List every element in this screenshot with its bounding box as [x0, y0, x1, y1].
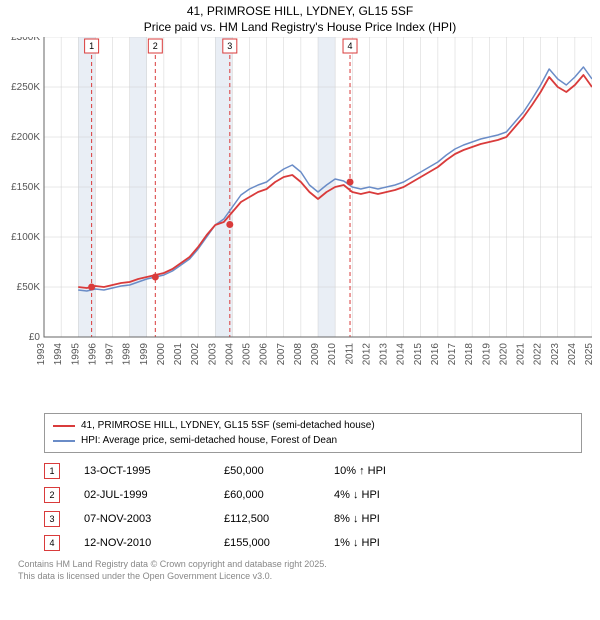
sale-marker: 3	[44, 511, 60, 527]
svg-text:1995: 1995	[70, 343, 81, 366]
sales-row: 3 07-NOV-2003£112,5008% ↓ HPI	[44, 507, 600, 531]
sale-delta: 10% ↑ HPI	[334, 465, 454, 477]
sale-date: 12-NOV-2010	[84, 537, 224, 549]
sales-row: 2 02-JUL-1999£60,0004% ↓ HPI	[44, 483, 600, 507]
svg-text:1993: 1993	[36, 343, 47, 366]
svg-text:3: 3	[227, 41, 232, 51]
svg-text:2003: 2003	[207, 343, 218, 366]
svg-text:2008: 2008	[293, 343, 304, 366]
svg-text:£200K: £200K	[11, 132, 40, 143]
footer-line-1: Contains HM Land Registry data © Crown c…	[18, 559, 592, 571]
svg-text:2009: 2009	[310, 343, 321, 366]
svg-text:1994: 1994	[53, 343, 64, 366]
page: 41, PRIMROSE HILL, LYDNEY, GL15 5SF Pric…	[0, 0, 600, 583]
legend-swatch	[53, 425, 75, 427]
sale-date: 02-JUL-1999	[84, 489, 224, 501]
svg-text:2017: 2017	[447, 343, 458, 366]
svg-text:2012: 2012	[361, 343, 372, 366]
svg-text:£250K: £250K	[11, 82, 40, 93]
svg-text:2023: 2023	[550, 343, 561, 366]
svg-text:£50K: £50K	[17, 282, 41, 293]
svg-text:2013: 2013	[379, 343, 390, 366]
sales-row: 4 12-NOV-2010£155,0001% ↓ HPI	[44, 531, 600, 555]
svg-text:£0: £0	[29, 332, 41, 343]
svg-text:2011: 2011	[344, 343, 355, 365]
svg-text:2: 2	[153, 41, 158, 51]
sale-price: £60,000	[224, 489, 334, 501]
title-line-2: Price paid vs. HM Land Registry's House …	[0, 20, 600, 36]
sales-table: 1 13-OCT-1995£50,00010% ↑ HPI 2 02-JUL-1999…	[44, 459, 600, 555]
svg-text:2022: 2022	[533, 343, 544, 366]
legend-swatch	[53, 440, 75, 442]
legend: 41, PRIMROSE HILL, LYDNEY, GL15 5SF (sem…	[44, 413, 582, 453]
svg-text:£300K: £300K	[11, 37, 40, 43]
svg-text:2007: 2007	[276, 343, 287, 366]
svg-text:1999: 1999	[139, 343, 150, 366]
sale-date: 07-NOV-2003	[84, 513, 224, 525]
svg-text:2025: 2025	[584, 343, 592, 366]
sale-marker: 1	[44, 463, 60, 479]
sale-delta: 8% ↓ HPI	[334, 513, 454, 525]
sale-price: £50,000	[224, 465, 334, 477]
svg-text:£150K: £150K	[11, 182, 40, 193]
footer: Contains HM Land Registry data © Crown c…	[18, 559, 592, 582]
sale-delta: 4% ↓ HPI	[334, 489, 454, 501]
svg-text:2016: 2016	[430, 343, 441, 366]
sale-marker: 2	[44, 487, 60, 503]
legend-item: HPI: Average price, semi-detached house,…	[53, 433, 573, 448]
sale-price: £155,000	[224, 537, 334, 549]
svg-text:1997: 1997	[105, 343, 116, 366]
chart: £0 £50K £100K £150K £200K £250K £300K 1993 1994 1…	[4, 37, 592, 407]
svg-text:2006: 2006	[259, 343, 270, 366]
svg-text:2019: 2019	[481, 343, 492, 366]
sale-delta: 1% ↓ HPI	[334, 537, 454, 549]
chart-svg: £0 £50K £100K £150K £200K £250K £300K 1993 1994 1…	[4, 37, 592, 407]
sale-date: 13-OCT-1995	[84, 465, 224, 477]
svg-text:2021: 2021	[516, 343, 527, 366]
svg-text:2000: 2000	[156, 343, 167, 366]
svg-text:2015: 2015	[413, 343, 424, 366]
svg-text:1998: 1998	[122, 343, 133, 366]
footer-line-2: This data is licensed under the Open Gov…	[18, 571, 592, 583]
svg-text:2002: 2002	[190, 343, 201, 366]
legend-label: 41, PRIMROSE HILL, LYDNEY, GL15 5SF (sem…	[81, 418, 375, 433]
svg-text:2001: 2001	[173, 343, 184, 366]
legend-item: 41, PRIMROSE HILL, LYDNEY, GL15 5SF (sem…	[53, 418, 573, 433]
title-block: 41, PRIMROSE HILL, LYDNEY, GL15 5SF Pric…	[0, 0, 600, 37]
svg-text:2014: 2014	[396, 343, 407, 366]
svg-text:1: 1	[89, 41, 94, 51]
title-line-1: 41, PRIMROSE HILL, LYDNEY, GL15 5SF	[0, 4, 600, 20]
svg-text:2010: 2010	[327, 343, 338, 366]
sale-price: £112,500	[224, 513, 334, 525]
sales-row: 1 13-OCT-1995£50,00010% ↑ HPI	[44, 459, 600, 483]
svg-text:2024: 2024	[567, 343, 578, 366]
svg-text:2004: 2004	[224, 343, 235, 366]
svg-text:2018: 2018	[464, 343, 475, 366]
svg-text:2020: 2020	[498, 343, 509, 366]
sale-marker: 4	[44, 535, 60, 551]
svg-text:1996: 1996	[87, 343, 98, 366]
legend-label: HPI: Average price, semi-detached house,…	[81, 433, 337, 448]
svg-text:£100K: £100K	[11, 232, 40, 243]
svg-text:2005: 2005	[242, 343, 253, 366]
svg-text:4: 4	[348, 41, 353, 51]
